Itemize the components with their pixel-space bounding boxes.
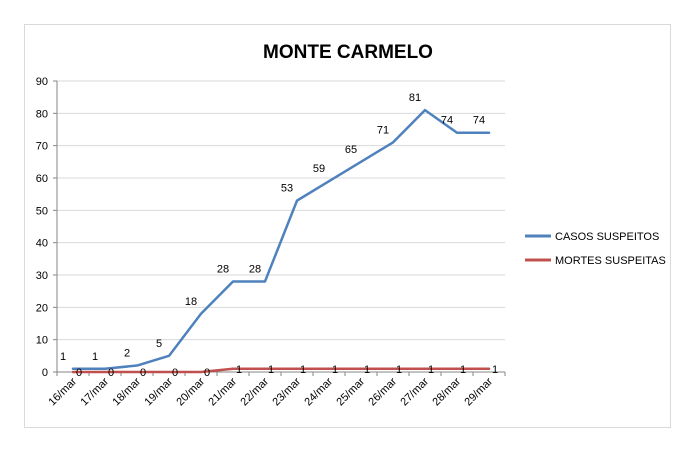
series-lines (71, 108, 491, 374)
data-label: 28 (217, 263, 229, 275)
data-label: 1 (396, 364, 402, 376)
data-label: 74 (441, 115, 453, 127)
data-label: 1 (268, 364, 274, 376)
data-label: 18 (185, 296, 197, 308)
data-label: 2 (124, 348, 130, 360)
y-tick-label: 80 (36, 108, 48, 120)
data-label: 74 (473, 115, 485, 127)
data-label: 28 (249, 263, 261, 275)
data-label: 1 (364, 364, 370, 376)
data-label: 1 (460, 364, 466, 376)
data-label: 1 (60, 351, 66, 363)
data-label: 0 (172, 367, 178, 379)
y-tick-label: 40 (36, 238, 48, 250)
legend-label: MORTES SUSPEITAS (555, 255, 666, 267)
y-tick-label: 50 (36, 205, 48, 217)
legend: CASOS SUSPEITOS MORTES SUSPEITAS (525, 231, 666, 267)
data-label: 0 (108, 367, 114, 379)
data-label: 81 (409, 92, 421, 104)
y-tick-label: 60 (36, 173, 48, 185)
data-label: 59 (313, 163, 325, 175)
chart-title: MONTE CARMELO (263, 42, 433, 63)
data-label: 71 (377, 124, 389, 136)
data-label: 1 (332, 364, 338, 376)
data-label: 1 (492, 364, 498, 376)
y-tick-label: 30 (36, 270, 48, 282)
data-label: 53 (281, 183, 293, 195)
data-label: 1 (236, 364, 242, 376)
data-label: 1 (300, 364, 306, 376)
data-label: 1 (92, 351, 98, 363)
data-label: 0 (140, 367, 146, 379)
data-label: 5 (156, 338, 162, 350)
data-label: 65 (345, 144, 357, 156)
legend-label: CASOS SUSPEITOS (555, 231, 659, 243)
data-label: 0 (76, 367, 82, 379)
data-label: 1 (428, 364, 434, 376)
series-line-0 (71, 108, 491, 371)
gridlines (57, 80, 505, 341)
y-tick-label: 90 (36, 76, 48, 88)
y-tick-label: 10 (36, 335, 48, 347)
chart-border (24, 24, 671, 428)
data-label: 0 (204, 367, 210, 379)
series-line-1 (71, 367, 491, 374)
y-tick-label: 0 (42, 367, 48, 379)
y-tick-label: 70 (36, 141, 48, 153)
y-tick-label: 20 (36, 302, 48, 314)
